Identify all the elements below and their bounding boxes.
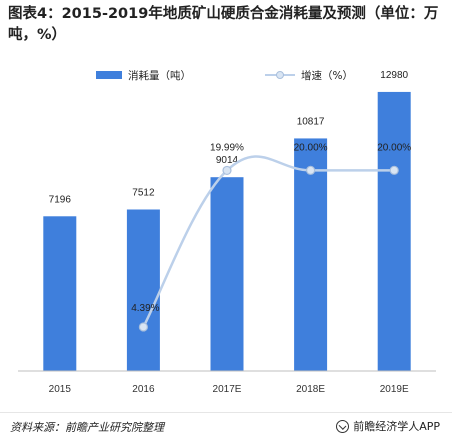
- growth-point-2016: [138, 322, 148, 332]
- growth-point-2018E: [306, 165, 316, 175]
- legend-swatch-consumption: [96, 71, 122, 79]
- source-note: 资料来源：前瞻产业研究院整理: [10, 421, 164, 434]
- bar-2019E: [377, 91, 411, 372]
- footer: 资料来源：前瞻产业研究院整理 前瞻经济学人APP: [0, 412, 452, 442]
- growth-point-2019E: [389, 165, 399, 175]
- legend-marker-growth: [276, 71, 284, 79]
- qianzhan-logo-icon: [336, 419, 350, 433]
- bar-value-label-2018E: 10817: [297, 116, 325, 127]
- chart: 消耗量（吨） 增速（%） 7196 7512 9014 10817 12980 4.39%…: [18, 69, 436, 395]
- bar-2018E: [294, 138, 328, 371]
- x-tick-label-2018E: 2018E: [296, 384, 325, 395]
- x-tick-label-2016: 2016: [132, 384, 155, 395]
- bar-2017E: [210, 177, 244, 371]
- brand: 前瞻经济学人APP: [336, 418, 440, 434]
- bar-series: 7196 7512 9014 10817 12980: [43, 70, 411, 372]
- bar-value-label-2015: 7196: [49, 194, 72, 205]
- growth-line-series: 4.39% 19.99% 20.00% 20.00%: [131, 142, 411, 332]
- growth-label-2017E: 19.99%: [210, 142, 244, 153]
- bar-value-label-2019E: 12980: [380, 70, 408, 81]
- growth-label-2016: 4.39%: [131, 303, 159, 314]
- legend: 消耗量（吨） 增速（%）: [96, 69, 353, 82]
- bar-value-label-2016: 7512: [132, 187, 155, 198]
- x-axis-labels: 2015 2016 2017E 2018E 2019E: [49, 384, 409, 395]
- x-tick-label-2017E: 2017E: [213, 384, 242, 395]
- chart-title: 图表4：2015-2019年地质矿山硬质合金消耗量及预测（单位：万吨，%）: [8, 6, 439, 43]
- bar-2016: [126, 209, 160, 371]
- legend-label-growth: 增速（%）: [301, 69, 353, 82]
- legend-label-consumption: 消耗量（吨）: [128, 69, 191, 82]
- growth-line: [142, 155, 395, 328]
- growth-label-2019E: 20.00%: [377, 142, 411, 153]
- x-tick-label-2015: 2015: [49, 384, 72, 395]
- bar-2015: [43, 216, 77, 371]
- brand-label: 前瞻经济学人APP: [353, 420, 440, 433]
- x-tick-label-2019E: 2019E: [380, 384, 409, 395]
- bar-value-label-2017E: 9014: [216, 155, 239, 166]
- growth-point-2017E: [222, 165, 232, 176]
- growth-label-2018E: 20.00%: [294, 142, 328, 153]
